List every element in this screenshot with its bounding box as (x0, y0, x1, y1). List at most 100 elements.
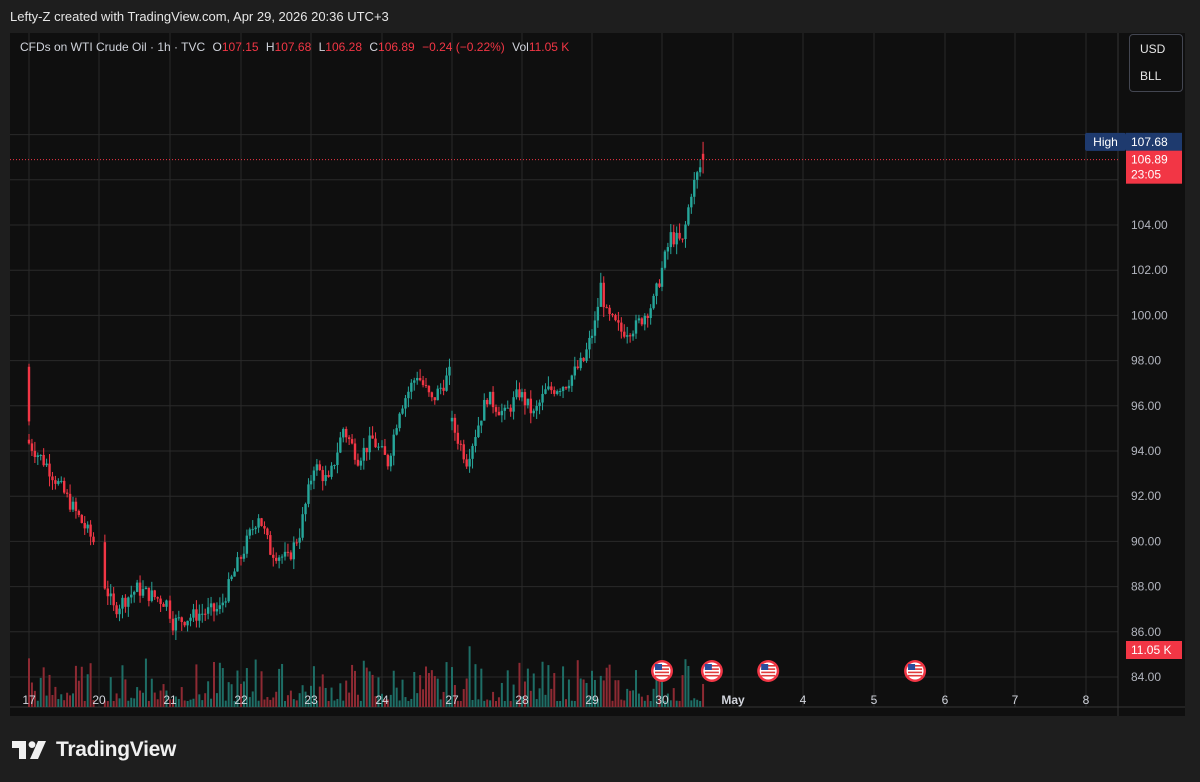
volume-bar (69, 695, 72, 707)
volume-bar (315, 700, 318, 707)
time-tick-label: 4 (800, 693, 807, 707)
open-value: 107.15 (221, 40, 259, 54)
unit-selector[interactable]: USD BLL (1129, 34, 1183, 92)
volume-bar (221, 668, 224, 707)
volume-bar (416, 693, 419, 707)
candle-body (45, 463, 48, 466)
volume-bar (480, 668, 483, 707)
candle-body (186, 620, 189, 626)
volume-bar (133, 698, 136, 707)
volume-bar (130, 697, 133, 707)
volume-bar (327, 700, 330, 707)
volume-bar (36, 700, 39, 707)
volume-bar (213, 662, 215, 707)
volume-bar (497, 697, 500, 707)
candle-body (112, 593, 115, 606)
volume-bar (425, 666, 427, 707)
volume-bar (144, 658, 147, 707)
volume-bar (333, 700, 336, 707)
price-tick-label: 104.00 (1131, 218, 1168, 232)
volume-bar (474, 664, 477, 707)
volume-bar (693, 698, 696, 707)
volume-bar (171, 699, 174, 707)
time-tick-label: 30 (655, 693, 669, 707)
time-tick-label: 8 (1083, 693, 1090, 707)
candle-body (646, 315, 649, 318)
candle-body (567, 385, 571, 389)
candle-body (407, 391, 410, 399)
volume-bar (336, 698, 339, 707)
time-tick-label: 5 (871, 693, 878, 707)
volume-bar (655, 675, 658, 707)
candle-body (626, 335, 629, 337)
candle-body (109, 593, 112, 597)
candle-body (245, 535, 249, 554)
candle-body (556, 391, 559, 394)
candle-body (39, 454, 42, 456)
volume-bar (643, 700, 646, 707)
candle-body (138, 582, 142, 596)
volume-bar (646, 695, 649, 707)
candle-body (602, 282, 605, 308)
candle-body (257, 518, 260, 528)
price-tick-label: 92.00 (1131, 489, 1161, 503)
volume-bar (451, 667, 453, 707)
candle-body (693, 179, 696, 197)
time-tick-label: May (721, 693, 745, 707)
volume-bar (453, 685, 456, 707)
candle-body (127, 597, 130, 607)
volume-bar (381, 693, 383, 707)
candle-body (192, 609, 195, 618)
candle-body (535, 405, 538, 411)
high-tag-value: 107.68 (1131, 135, 1168, 149)
volume-bar (286, 695, 289, 707)
candle-body (121, 597, 124, 609)
volume-bar (398, 700, 401, 707)
volume-bar (658, 668, 661, 707)
volume-bar (278, 668, 281, 707)
volume-bar (512, 684, 515, 707)
time-tick-label: 27 (445, 693, 459, 707)
candle-body (135, 582, 139, 592)
price-tick-label: 98.00 (1131, 354, 1161, 368)
candle-body (395, 428, 398, 435)
high-value: 107.68 (274, 40, 312, 54)
candle-body (445, 375, 448, 391)
candle-body (570, 375, 574, 386)
price-chart[interactable]: 84.00 86.00 88.00 90.00 92.00 94.00 96.00 98.00… (10, 33, 1185, 716)
time-tick-label: 20 (92, 693, 106, 707)
bar-countdown: 23:05 (1131, 168, 1161, 182)
chart-panel[interactable]: 84.00 86.00 88.00 90.00 92.00 94.00 96.00 98.00… (10, 33, 1185, 716)
candle-body (614, 315, 617, 321)
volume-bar (251, 691, 254, 707)
time-tick-label: 22 (234, 693, 248, 707)
volume-bar (39, 677, 42, 707)
candle-body (275, 557, 278, 561)
candle-body (386, 454, 390, 467)
volume-bar (207, 681, 210, 707)
candle-body (389, 455, 392, 467)
volume-bar (260, 671, 263, 707)
volume-bar (310, 685, 312, 707)
change-value: −0.24 (−0.22%) (422, 40, 505, 54)
volume-bar (649, 700, 652, 707)
volume-bar (605, 667, 608, 707)
candle-body (684, 224, 687, 240)
symbol-label[interactable]: CFDs on WTI Crude Oil · 1h · TVC (20, 40, 206, 54)
us-flag-icon (904, 660, 927, 682)
candle-body (383, 446, 387, 455)
candle-body (171, 618, 175, 631)
unit-option[interactable]: BLL (1140, 69, 1162, 83)
candle-body (83, 522, 86, 529)
volume-bar (263, 699, 266, 707)
volume-bar (585, 682, 588, 707)
currency-option[interactable]: USD (1140, 42, 1166, 56)
candle-body (51, 476, 54, 481)
candle-body (54, 480, 57, 484)
candle-body (553, 390, 556, 394)
us-flag-icon (700, 660, 723, 682)
candle-body (71, 501, 75, 510)
candle-body (474, 437, 477, 446)
price-scale: 84.00 86.00 88.00 90.00 92.00 94.00 96.00 98.00… (1131, 218, 1168, 684)
